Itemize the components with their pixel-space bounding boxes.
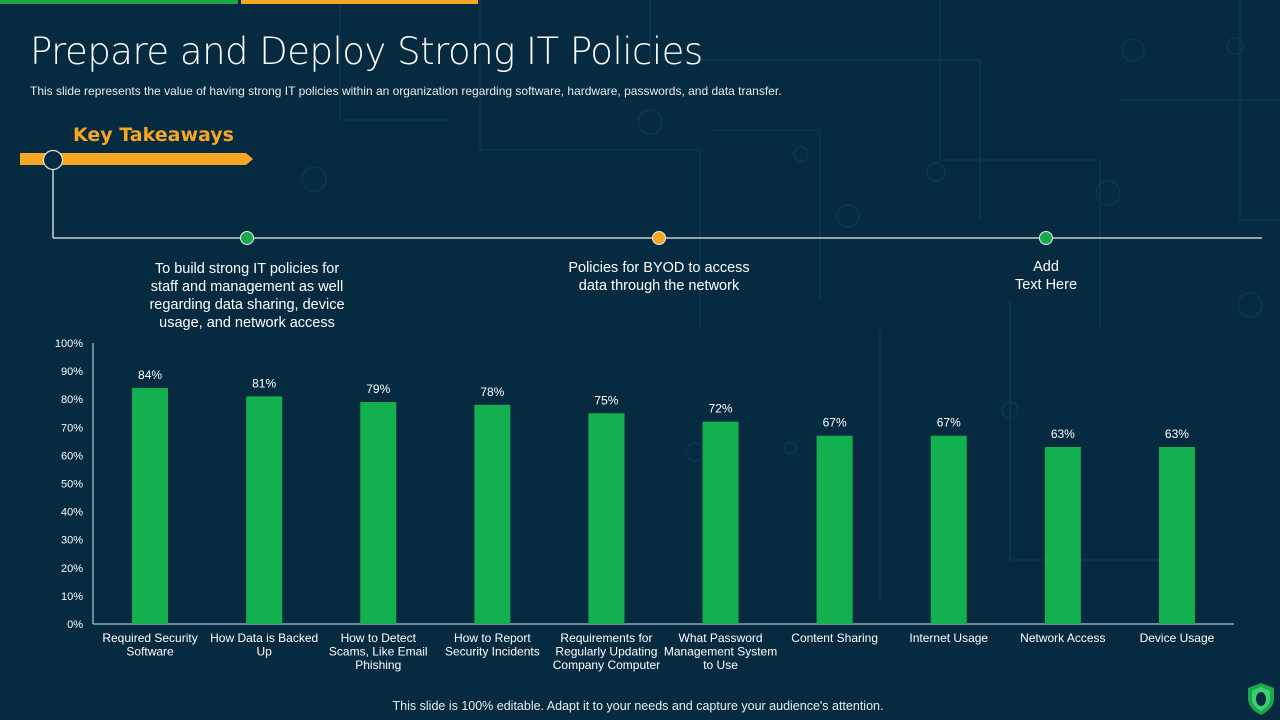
x-tick-label: Device Usage bbox=[1140, 631, 1215, 645]
timeline-dot bbox=[240, 231, 254, 245]
data-labels: 84% 81% 79% 78% 75% 72% 67% 67% 63% 63% bbox=[138, 368, 1189, 441]
bar-value-label: 72% bbox=[709, 402, 733, 416]
y-tick-label: 80% bbox=[61, 394, 83, 406]
bar bbox=[816, 435, 853, 624]
key-takeaways-label: Key Takeaways bbox=[73, 124, 234, 146]
takeaway-line: regarding data sharing, device bbox=[149, 297, 345, 313]
shield-lock-icon bbox=[1248, 683, 1274, 715]
bar-value-label: 67% bbox=[937, 416, 961, 430]
bar bbox=[132, 387, 169, 624]
takeaway-point: Policies for BYOD to access data through… bbox=[568, 259, 749, 295]
y-tick-label: 30% bbox=[61, 535, 83, 547]
x-tick-label: Requirements for Regularly Updating Compan… bbox=[553, 631, 660, 672]
bar-chart: 0% 10% 20% 30% 40% 50% 60% 70% 80% 90% 100% 84% 81%… bbox=[55, 338, 1234, 672]
timeline-start-node bbox=[42, 149, 64, 171]
y-tick-label: 10% bbox=[61, 591, 83, 603]
x-tick-label: Required Security Software bbox=[102, 631, 197, 659]
y-tick-label: 100% bbox=[55, 338, 83, 350]
y-tick-label: 70% bbox=[61, 422, 83, 434]
timeline-dot bbox=[652, 231, 666, 245]
bar bbox=[360, 402, 397, 624]
takeaway-line: usage, and network access bbox=[159, 315, 335, 331]
bar-value-label: 63% bbox=[1165, 427, 1189, 441]
x-tick-label: How Data is Backed Up bbox=[210, 631, 318, 659]
takeaway-point: To build strong IT policies for staff an… bbox=[149, 260, 344, 332]
takeaways-banner bbox=[20, 153, 253, 165]
bar bbox=[588, 413, 625, 624]
x-tick-label: How to Detect Scams, Like Email Phishing bbox=[329, 631, 428, 672]
timeline-dot bbox=[1039, 231, 1053, 245]
x-axis-labels: Required Security Software How Data is Bac… bbox=[102, 631, 1214, 672]
takeaway-line: staff and management as well bbox=[150, 279, 344, 295]
y-tick-label: 0% bbox=[67, 619, 83, 631]
y-tick-label: 20% bbox=[61, 563, 83, 575]
y-tick-label: 60% bbox=[61, 450, 83, 462]
takeaways-timeline bbox=[20, 149, 1262, 245]
takeaway-line: Add bbox=[1033, 259, 1059, 275]
bar bbox=[246, 396, 283, 624]
bar bbox=[474, 404, 511, 624]
bars bbox=[132, 387, 1195, 624]
bar-value-label: 75% bbox=[594, 393, 618, 407]
x-tick-label: How to Report Security Incidents bbox=[445, 631, 540, 659]
bar-value-label: 81% bbox=[252, 376, 276, 390]
bar-value-label: 63% bbox=[1051, 427, 1075, 441]
x-tick-label: Internet Usage bbox=[909, 631, 988, 645]
bar-value-label: 67% bbox=[823, 416, 847, 430]
y-axis-ticks: 0% 10% 20% 30% 40% 50% 60% 70% 80% 90% 100% bbox=[55, 338, 83, 631]
y-tick-label: 90% bbox=[61, 366, 83, 378]
bar-value-label: 84% bbox=[138, 368, 162, 382]
top-accent-green bbox=[0, 0, 238, 4]
footer-note: This slide is 100% editable. Adapt it to… bbox=[392, 699, 884, 713]
bar bbox=[930, 435, 967, 624]
takeaway-line: Text Here bbox=[1014, 277, 1078, 293]
takeaway-line: To build strong IT policies for bbox=[154, 261, 340, 277]
takeaway-line: Policies for BYOD to access bbox=[568, 260, 750, 276]
x-tick-label: What Password Management System to Use bbox=[664, 631, 777, 672]
y-tick-label: 40% bbox=[61, 507, 83, 519]
takeaway-line: data through the network bbox=[578, 278, 740, 294]
page-title: Prepare and Deploy Strong IT Policies bbox=[30, 30, 703, 73]
bar-value-label: 79% bbox=[366, 382, 390, 396]
bar-value-label: 78% bbox=[480, 385, 504, 399]
bar bbox=[1158, 446, 1195, 624]
x-tick-label: Content Sharing bbox=[791, 631, 878, 645]
takeaway-point: Add Text Here bbox=[1015, 258, 1077, 294]
top-accent-orange bbox=[241, 0, 478, 4]
page-subtitle: This slide represents the value of havin… bbox=[30, 84, 782, 98]
bar bbox=[702, 421, 739, 624]
y-tick-label: 50% bbox=[61, 479, 83, 491]
x-tick-label: Network Access bbox=[1020, 631, 1105, 645]
bar bbox=[1044, 446, 1081, 624]
